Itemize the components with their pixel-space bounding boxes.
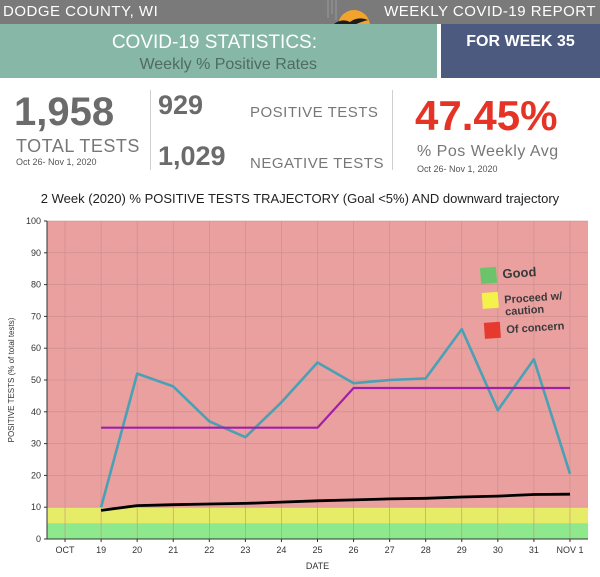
y-tick-label: 50 [31, 375, 41, 385]
stats-heading-box: COVID-19 STATISTICS: Weekly % Positive R… [0, 24, 437, 78]
legend-swatch [483, 321, 501, 339]
series-line-3 [100, 492, 571, 512]
x-tick-label: 27 [385, 545, 395, 555]
y-tick-label: 80 [31, 280, 41, 290]
y-tick-label: 40 [31, 407, 41, 417]
weekly-positive-label: % Pos Weekly Avg [417, 143, 559, 160]
x-tick-label: 25 [312, 545, 322, 555]
negative-tests-value: 1,029 [158, 141, 226, 171]
x-tick-label: 23 [240, 545, 250, 555]
report-title: WEEKLY COVID-19 REPORT [384, 3, 596, 20]
week-box: FOR WEEK 35 [441, 24, 600, 78]
legend-swatch [481, 291, 499, 309]
stats-subheading: Weekly % Positive Rates [139, 56, 317, 73]
weekly-positive-dates: Oct 26- Nov 1, 2020 [417, 164, 498, 174]
divider [392, 90, 393, 170]
series-line-2 [101, 386, 570, 429]
x-tick-label: 20 [132, 545, 142, 555]
y-tick-label: 10 [31, 502, 41, 512]
y-tick-label: 60 [31, 343, 41, 353]
chart-title: 2 Week (2020) % POSITIVE TESTS TRAJECTOR… [40, 191, 560, 206]
y-tick-label: 20 [31, 470, 41, 480]
x-axis-label: DATE [306, 561, 329, 571]
x-tick-label: 22 [204, 545, 214, 555]
x-tick-label: 24 [276, 545, 286, 555]
total-tests-value: 1,958 [14, 90, 115, 134]
total-tests-dates: Oct 26- Nov 1, 2020 [16, 157, 97, 167]
positive-tests-label: POSITIVE TESTS [250, 104, 379, 121]
positivity-line-chart: 0 10 20 30 40 50 60 70 80 90 100 OCT 19 20 21 22 23 24 25 2… [7, 216, 588, 571]
positive-tests-value: 929 [158, 90, 204, 120]
top-bar: DODGE COUNTY, WI WEEKLY COVID-19 REPORT [0, 0, 600, 24]
stats-heading: COVID-19 STATISTICS: [111, 32, 317, 53]
x-tick-label: 28 [421, 545, 431, 555]
negative-tests-label: NEGATIVE TESTS [250, 155, 384, 172]
y-tick-label: 30 [31, 439, 41, 449]
weekly-positive-percent: 47.45% [415, 92, 558, 139]
x-tick-label: 19 [96, 545, 106, 555]
x-tick-label: NOV 1 [556, 545, 583, 555]
legend-label: Good [502, 264, 537, 281]
y-axis-label: POSITIVE TESTS (% of total tests) [7, 317, 16, 442]
y-tick-label: 100 [26, 216, 41, 226]
divider [150, 90, 151, 170]
x-tick-label: 31 [529, 545, 539, 555]
x-tick-label: 30 [493, 545, 503, 555]
x-tick-label: 21 [168, 545, 178, 555]
x-tick-label: 29 [457, 545, 467, 555]
y-tick-label: 90 [31, 248, 41, 258]
legend-label: Of concern [506, 320, 565, 336]
legend-label: caution [505, 304, 545, 319]
x-tick-label: 26 [349, 545, 359, 555]
total-tests-label: TOTAL TESTS [16, 136, 140, 156]
x-tick-label: OCT [56, 545, 76, 555]
y-tick-label: 70 [31, 311, 41, 321]
county-name: DODGE COUNTY, WI [3, 3, 159, 20]
series-line-1 [99, 327, 572, 508]
legend-swatch [480, 266, 498, 284]
legend-label: Proceed w/ [504, 290, 563, 306]
y-tick-label: 0 [36, 534, 41, 544]
week-label: FOR WEEK 35 [466, 33, 575, 50]
